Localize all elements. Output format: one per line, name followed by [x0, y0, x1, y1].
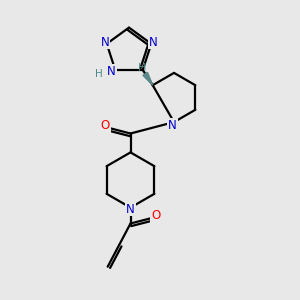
Text: O: O [101, 119, 110, 132]
Text: H: H [138, 63, 146, 73]
Polygon shape [143, 72, 153, 85]
Text: N: N [126, 202, 135, 216]
Text: O: O [151, 209, 160, 222]
Text: N: N [107, 65, 116, 78]
Text: N: N [101, 36, 110, 49]
Text: N: N [148, 36, 157, 49]
Text: N: N [168, 119, 177, 132]
Text: H: H [95, 68, 103, 79]
